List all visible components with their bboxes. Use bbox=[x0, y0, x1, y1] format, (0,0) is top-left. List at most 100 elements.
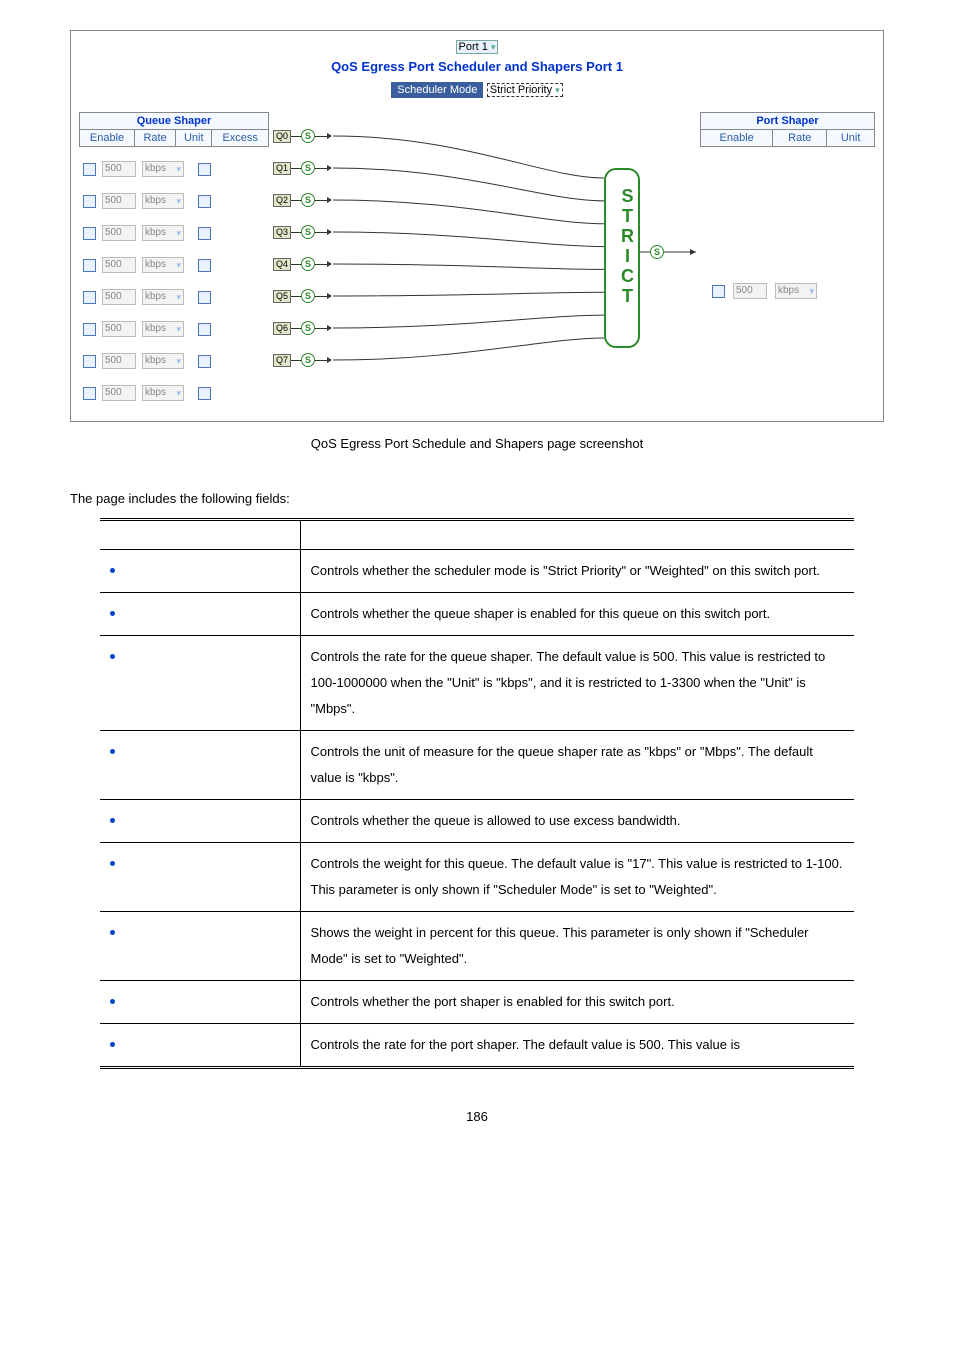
queue-shaper-rows: 500 kbps 500 kbps 500 kbps 500 kbps 500 kbps 500 kb… bbox=[79, 153, 269, 409]
queue-rate-input[interactable]: 500 bbox=[102, 289, 136, 305]
bullet-icon bbox=[110, 654, 115, 659]
diagram-link bbox=[291, 136, 301, 137]
queue-enable-checkbox[interactable] bbox=[83, 195, 96, 208]
output-shaper-node: S bbox=[650, 245, 664, 259]
queue-rate-input[interactable]: 500 bbox=[102, 321, 136, 337]
port-select[interactable]: Port 1 ▾ bbox=[456, 40, 499, 54]
queue-unit-select[interactable]: kbps bbox=[142, 257, 184, 273]
field-object-cell bbox=[100, 912, 300, 981]
queue-unit-select[interactable]: kbps bbox=[142, 161, 184, 177]
ps-header-enable: Enable bbox=[701, 130, 773, 147]
scheduler-mode-value: Strict Priority bbox=[490, 84, 552, 96]
queue-enable-checkbox[interactable] bbox=[83, 227, 96, 240]
chevron-down-icon: ▾ bbox=[555, 85, 560, 95]
queue-enable-checkbox[interactable] bbox=[83, 355, 96, 368]
queue-unit-select[interactable]: kbps bbox=[142, 321, 184, 337]
queue-shaper-node: S bbox=[301, 129, 315, 143]
queue-unit-select[interactable]: kbps bbox=[142, 289, 184, 305]
queue-tag: Q5 bbox=[273, 290, 291, 303]
queue-excess-checkbox[interactable] bbox=[198, 163, 211, 176]
field-object-cell bbox=[100, 636, 300, 731]
field-object-cell bbox=[100, 1024, 300, 1068]
qs-header-rate: Rate bbox=[135, 130, 176, 147]
arrow-icon bbox=[327, 197, 332, 203]
queue-enable-checkbox[interactable] bbox=[83, 387, 96, 400]
arrow-icon bbox=[327, 229, 332, 235]
fields-table-desc-header bbox=[300, 520, 854, 550]
field-description-cell: Shows the weight in percent for this que… bbox=[300, 912, 854, 981]
fields-table-row: Controls whether the queue is allowed to… bbox=[100, 800, 854, 843]
fields-table-row: Controls the weight for this queue. The … bbox=[100, 843, 854, 912]
queue-shaper-row: 500 kbps bbox=[79, 377, 269, 409]
diagram-link bbox=[291, 200, 301, 201]
chevron-down-icon: ▾ bbox=[491, 42, 496, 52]
fields-table-row: Shows the weight in percent for this que… bbox=[100, 912, 854, 981]
queue-shaper-header: Queue Shaper Enable Rate Unit Excess bbox=[79, 112, 269, 147]
fields-intro: The page includes the following fields: bbox=[70, 491, 884, 506]
port-shaper-enable-checkbox[interactable] bbox=[712, 285, 725, 298]
scheduler-mode-select[interactable]: Strict Priority ▾ bbox=[487, 83, 563, 97]
fields-table-row: Controls the rate for the port shaper. T… bbox=[100, 1024, 854, 1068]
fields-table-row: Controls the unit of measure for the que… bbox=[100, 731, 854, 800]
queue-enable-checkbox[interactable] bbox=[83, 323, 96, 336]
queue-shaper-node: S bbox=[301, 353, 315, 367]
queue-rate-input[interactable]: 500 bbox=[102, 257, 136, 273]
field-description-cell: Controls whether the port shaper is enab… bbox=[300, 981, 854, 1024]
queue-excess-checkbox[interactable] bbox=[198, 323, 211, 336]
scheduler-diagram: STRICT S Q0SQ1SQ2SQ3SQ4SQ5SQ6SQ7S bbox=[269, 112, 700, 409]
queue-shaper-node: S bbox=[301, 161, 315, 175]
queue-tag: Q7 bbox=[273, 354, 291, 367]
port-shaper-unit-select[interactable]: kbps bbox=[775, 283, 817, 299]
arrow-icon bbox=[327, 261, 332, 267]
queue-excess-checkbox[interactable] bbox=[198, 195, 211, 208]
diagram-link bbox=[291, 168, 301, 169]
queue-rate-input[interactable]: 500 bbox=[102, 225, 136, 241]
port-shaper-column: Port Shaper Enable Rate Unit 500 kbps bbox=[700, 112, 875, 409]
queue-rate-input[interactable]: 500 bbox=[102, 193, 136, 209]
bullet-icon bbox=[110, 749, 115, 754]
scheduler-mode-row: Scheduler Mode Strict Priority ▾ bbox=[79, 82, 875, 98]
queue-excess-checkbox[interactable] bbox=[198, 387, 211, 400]
port-select-value: Port 1 bbox=[459, 41, 488, 53]
fields-table-row: Controls whether the scheduler mode is "… bbox=[100, 550, 854, 593]
qs-header-unit: Unit bbox=[176, 130, 212, 147]
queue-excess-checkbox[interactable] bbox=[198, 291, 211, 304]
queue-enable-checkbox[interactable] bbox=[83, 291, 96, 304]
layout: Queue Shaper Enable Rate Unit Excess 500… bbox=[79, 112, 875, 409]
queue-tag: Q6 bbox=[273, 322, 291, 335]
queue-tag: Q1 bbox=[273, 162, 291, 175]
queue-unit-select[interactable]: kbps bbox=[142, 193, 184, 209]
field-description-cell: Controls whether the scheduler mode is "… bbox=[300, 550, 854, 593]
queue-excess-checkbox[interactable] bbox=[198, 355, 211, 368]
queue-excess-checkbox[interactable] bbox=[198, 259, 211, 272]
port-shaper-title: Port Shaper bbox=[701, 113, 875, 130]
queue-shaper-row: 500 kbps bbox=[79, 313, 269, 345]
field-description-cell: Controls the weight for this queue. The … bbox=[300, 843, 854, 912]
queue-shaper-row: 500 kbps bbox=[79, 345, 269, 377]
qos-egress-panel: Port 1 ▾ QoS Egress Port Scheduler and S… bbox=[70, 30, 884, 422]
fields-table-object-header bbox=[100, 520, 300, 550]
queue-enable-checkbox[interactable] bbox=[83, 259, 96, 272]
queue-excess-checkbox[interactable] bbox=[198, 227, 211, 240]
queue-shaper-node: S bbox=[301, 225, 315, 239]
queue-shaper-node: S bbox=[301, 321, 315, 335]
queue-rate-input[interactable]: 500 bbox=[102, 161, 136, 177]
strict-label: STRICT bbox=[621, 186, 634, 306]
field-description-cell: Controls the rate for the port shaper. T… bbox=[300, 1024, 854, 1068]
field-object-cell bbox=[100, 731, 300, 800]
queue-rate-input[interactable]: 500 bbox=[102, 353, 136, 369]
queue-unit-select[interactable]: kbps bbox=[142, 225, 184, 241]
diagram-link bbox=[291, 328, 301, 329]
fields-table-row: Controls whether the queue shaper is ena… bbox=[100, 593, 854, 636]
queue-rate-input[interactable]: 500 bbox=[102, 385, 136, 401]
scheduler-mode-label: Scheduler Mode bbox=[391, 82, 483, 98]
field-object-cell bbox=[100, 593, 300, 636]
port-shaper-rate-input[interactable]: 500 bbox=[733, 283, 767, 299]
queue-shaper-column: Queue Shaper Enable Rate Unit Excess 500… bbox=[79, 112, 269, 409]
arrow-icon bbox=[327, 357, 332, 363]
queue-unit-select[interactable]: kbps bbox=[142, 385, 184, 401]
queue-tag: Q2 bbox=[273, 194, 291, 207]
port-select-row: Port 1 ▾ bbox=[79, 39, 875, 53]
queue-enable-checkbox[interactable] bbox=[83, 163, 96, 176]
queue-unit-select[interactable]: kbps bbox=[142, 353, 184, 369]
